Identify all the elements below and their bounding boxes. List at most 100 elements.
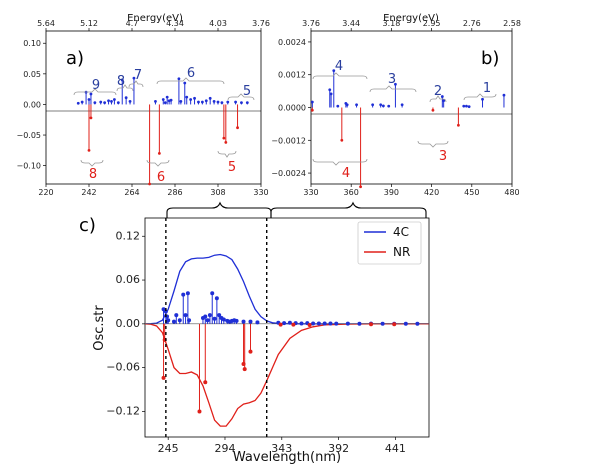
stem-marker <box>359 185 362 189</box>
stem-marker <box>154 99 157 103</box>
stem-marker <box>76 101 80 105</box>
stem-marker <box>87 148 91 152</box>
stem-marker <box>248 319 253 324</box>
stem-marker <box>440 95 444 98</box>
top-tick-label: 2.95 <box>423 19 441 28</box>
legend-nr-label: NR <box>393 245 410 259</box>
stem-marker <box>224 140 228 144</box>
stem-marker <box>462 104 466 108</box>
y-tick-label: −0.10 <box>16 162 41 171</box>
x-tick-label: 308 <box>210 188 225 197</box>
stem-marker <box>203 314 208 319</box>
panel-b-y-ticks: −0.0024 −0.0012 0.0000 0.0012 0.0024 <box>271 38 311 178</box>
panel-c-frame <box>144 217 430 438</box>
panel-c-stems <box>161 291 420 414</box>
stem-marker <box>161 98 165 101</box>
panel-a-label-9-blue: 9 <box>92 78 100 93</box>
x-tick-label: 392 <box>328 442 349 455</box>
x-tick-label: 450 <box>464 188 479 197</box>
stem-marker <box>310 100 314 104</box>
stem-marker <box>241 319 246 324</box>
stem-marker <box>355 103 358 107</box>
stem-marker <box>240 101 243 105</box>
y-tick-label: 0.00 <box>23 100 41 109</box>
stem-marker <box>334 321 339 326</box>
stem-marker <box>403 321 408 326</box>
x-tick-label: 420 <box>424 188 439 197</box>
panel-a-label-6-red: 6 <box>157 170 165 185</box>
stem-marker <box>380 321 385 326</box>
panel-c-top-braces <box>166 201 427 218</box>
stem-marker <box>171 319 176 324</box>
stem-marker <box>169 98 173 102</box>
x-tick-label: 441 <box>385 442 406 455</box>
panel-a-label-8-red: 8 <box>89 167 97 182</box>
panel-a-top-ticks: 5.64 5.12 4.7 4.34 4.03 3.76 <box>37 19 270 31</box>
panel-a-braces <box>73 77 255 167</box>
y-tick-label: 0.0024 <box>278 38 306 47</box>
panel-a-energy-label: Energy(eV) <box>127 13 183 24</box>
y-tick-label: 0.0012 <box>278 71 306 80</box>
panel-a-frame <box>45 30 262 185</box>
top-tick-label: 4.03 <box>209 19 227 28</box>
stem-marker <box>387 104 391 108</box>
stem-marker <box>442 99 446 103</box>
stem-marker <box>204 99 208 103</box>
y-tick-label: 0.0000 <box>278 104 306 113</box>
top-tick-label: 3.44 <box>342 19 360 28</box>
stem-marker <box>165 95 169 99</box>
panel-a-label-5-blue: 5 <box>243 84 251 99</box>
stem-marker <box>328 88 332 92</box>
stem-marker <box>203 380 208 385</box>
stem-marker <box>379 103 383 107</box>
stem-marker <box>392 322 397 327</box>
top-tick-label: 3.18 <box>382 19 400 28</box>
stem-marker <box>394 82 397 86</box>
panel-a-y-ticks: −0.10 −0.05 0.00 0.05 0.10 <box>16 39 46 171</box>
stem-marker <box>128 99 132 103</box>
panel-b-label-3-red: 3 <box>439 149 447 164</box>
stem-marker <box>212 99 216 103</box>
curve-nr <box>144 323 429 427</box>
panel-a-label-6-blue: 6 <box>187 66 195 81</box>
x-tick-label: 294 <box>214 442 235 455</box>
stem-marker <box>226 100 230 104</box>
panel-a-label-5-red: 5 <box>228 160 236 175</box>
panel-c-xlabel: Wavelength(nm) <box>233 450 341 465</box>
stem-marker <box>174 313 179 318</box>
panel-c: c) Wavelength(nm) Osc.str 245 294 343 392 44… <box>79 201 430 465</box>
panel-b-label: b) <box>481 48 499 69</box>
stem-marker <box>207 313 212 318</box>
top-tick-label: 3.76 <box>302 19 320 28</box>
panel-b-energy-label: Energy(eV) <box>383 13 439 24</box>
stem-marker <box>177 77 181 81</box>
stem-marker <box>332 69 336 73</box>
stem-marker <box>310 108 314 112</box>
stem-marker <box>307 322 312 327</box>
stem-marker <box>234 318 239 323</box>
x-tick-label: 343 <box>271 442 292 455</box>
stem-marker <box>278 322 283 327</box>
stem-marker <box>357 321 362 326</box>
stem-marker <box>157 152 161 155</box>
stem-marker <box>329 92 333 96</box>
x-tick-label: 330 <box>253 188 268 197</box>
stem-marker <box>161 375 166 380</box>
legend-box <box>357 221 422 265</box>
stem-marker <box>217 313 222 318</box>
x-tick-label: 286 <box>167 188 182 197</box>
stem-marker <box>99 100 103 104</box>
stem-marker <box>255 320 260 325</box>
stem-marker <box>89 116 93 120</box>
stem-marker <box>103 101 107 105</box>
stem-marker <box>345 103 349 107</box>
stem-marker <box>124 96 128 100</box>
stem-marker <box>107 99 110 103</box>
stem-marker <box>197 409 202 414</box>
stem-marker <box>316 321 321 326</box>
x-tick-label: 245 <box>158 442 179 455</box>
panel-a-label-7-blue: 7 <box>134 68 142 83</box>
stem-marker <box>80 100 84 104</box>
panel-b: b) Energy(eV) 330 360 390 420 450 480 3.76 3.4… <box>271 13 521 197</box>
